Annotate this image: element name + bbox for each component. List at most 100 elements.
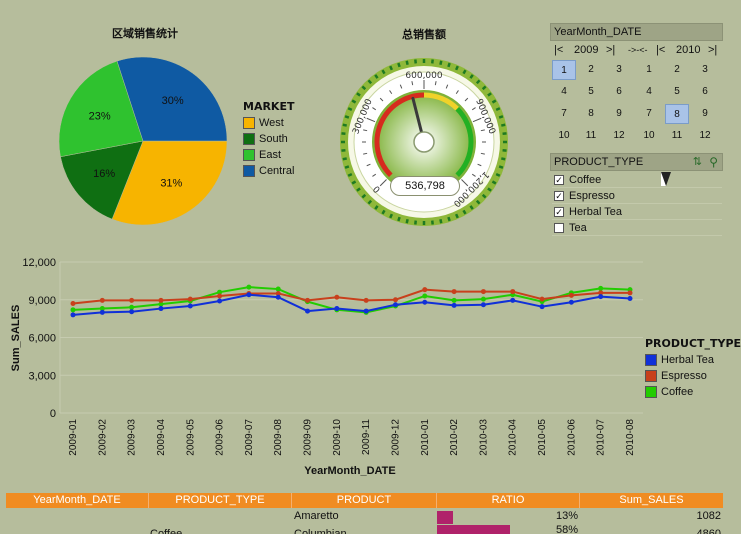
- product-type-item-tea[interactable]: Tea: [552, 221, 722, 236]
- gauge-tick: [379, 97, 384, 102]
- calendar-month-2010-10[interactable]: 10: [643, 130, 655, 141]
- gauge-tick: [477, 163, 482, 167]
- data-point-herbal-tea: [70, 312, 76, 318]
- gauge-bezel-dash: [356, 187, 361, 192]
- calendar-header: YearMonth_DATE: [550, 23, 723, 41]
- pie-label-west: 31%: [160, 178, 182, 190]
- pie-legend-item-south: South: [243, 131, 294, 147]
- checkbox-label: Tea: [569, 222, 587, 234]
- calendar-month-2009-7[interactable]: 7: [561, 108, 567, 119]
- calendar-month-2010-8[interactable]: 8: [665, 104, 689, 124]
- gauge-bezel-dash: [361, 193, 367, 199]
- sort-icon[interactable]: ⇅: [692, 156, 702, 168]
- table-row[interactable]: Coffee Columbian 58% 4860: [6, 524, 723, 534]
- checkbox[interactable]: [554, 223, 564, 233]
- calendar-month-2010-6[interactable]: 6: [702, 86, 708, 97]
- gauge-bezel-dash: [347, 107, 353, 112]
- calendar-month-2010-2[interactable]: 2: [674, 64, 680, 75]
- calendar-month-2009-6[interactable]: 6: [616, 86, 622, 97]
- calendar-month-2010-11[interactable]: 11: [671, 130, 683, 141]
- calendar-month-2009-8[interactable]: 8: [588, 108, 594, 119]
- calendar-month-2010-7[interactable]: 7: [646, 108, 652, 119]
- gauge-band-green: [455, 106, 474, 178]
- gauge-bezel-dash: [381, 209, 386, 215]
- data-point-coffee: [217, 289, 223, 295]
- checkbox[interactable]: ✓: [554, 191, 564, 201]
- gauge-title: 总销售额: [402, 28, 446, 41]
- calendar-month-2010-1[interactable]: 1: [646, 64, 652, 75]
- column-header-date[interactable]: YearMonth_DATE: [6, 493, 149, 508]
- calendar-month-2009-1[interactable]: 1: [552, 60, 576, 80]
- calendar-month-2009-11[interactable]: 11: [585, 130, 597, 141]
- gauge-bezel-dash: [481, 193, 487, 199]
- gauge-tick-label: 0: [372, 183, 383, 194]
- legend-swatch: [645, 370, 657, 382]
- y-tick-label: 0: [50, 408, 56, 420]
- last-year-button[interactable]: >|: [708, 44, 718, 56]
- product-type-item-espresso[interactable]: ✓ Espresso: [552, 189, 722, 204]
- x-tick-label: 2009-05: [185, 419, 196, 456]
- x-tick-label: 2009-11: [361, 419, 372, 455]
- column-header-product[interactable]: PRODUCT: [292, 493, 437, 508]
- data-point-coffee: [480, 296, 486, 302]
- gauge-bezel-dash: [481, 85, 487, 91]
- data-point-espresso: [334, 294, 340, 300]
- column-header-ratio[interactable]: RATIO: [437, 493, 580, 508]
- data-point-herbal-tea: [422, 299, 428, 305]
- x-tick-label: 2010-02: [449, 419, 460, 456]
- prev-year-button[interactable]: |<: [656, 44, 666, 56]
- data-point-espresso: [451, 289, 457, 295]
- first-year-button[interactable]: |<: [554, 44, 564, 56]
- legend-label: West: [259, 117, 284, 129]
- calendar-month-2009-2[interactable]: 2: [588, 64, 594, 75]
- gauge-bezel-dash: [475, 79, 481, 85]
- gauge-bezel-dash: [344, 165, 350, 169]
- calendar-month-2009-4[interactable]: 4: [561, 86, 567, 97]
- x-tick-label: 2010-03: [478, 419, 489, 456]
- gauge-tick: [389, 90, 393, 95]
- calendar-month-2009-10[interactable]: 10: [558, 130, 570, 141]
- gauge-bezel-dash: [367, 199, 373, 205]
- calendar-month-2009-3[interactable]: 3: [616, 64, 622, 75]
- data-point-espresso: [129, 297, 135, 303]
- gauge-bezel-dash: [389, 213, 394, 219]
- gauge-tick: [480, 152, 485, 155]
- x-tick-label: 2009-02: [97, 419, 108, 456]
- calendar-month-2010-9[interactable]: 9: [702, 108, 708, 119]
- calendar-month-2010-12[interactable]: 12: [699, 130, 711, 141]
- gauge-tick: [464, 97, 469, 102]
- calendar-month-2010-4[interactable]: 4: [646, 86, 652, 97]
- product-type-item-herbal-tea[interactable]: ✓ Herbal Tea: [552, 205, 722, 220]
- calendar-month-2009-9[interactable]: 9: [616, 108, 622, 119]
- table-row[interactable]: Amaretto 13% 1082: [6, 510, 723, 524]
- line-chart: 0 3,000 6,000 9,000 12,000 2009-01 2009-02 2009…: [10, 257, 643, 477]
- pie-slice-south: [60, 140, 144, 220]
- gauge-bezel-dash: [374, 205, 379, 210]
- data-point-herbal-tea: [627, 295, 633, 301]
- search-icon[interactable]: ⚲: [709, 155, 718, 169]
- data-point-espresso: [422, 287, 428, 293]
- calendar-month-2009-12[interactable]: 12: [613, 130, 625, 141]
- calendar-month-2009-5[interactable]: 5: [588, 86, 594, 97]
- data-point-coffee: [158, 301, 164, 307]
- calendar-month-2010-3[interactable]: 3: [702, 64, 708, 75]
- gauge-tick: [471, 173, 476, 177]
- data-point-herbal-tea: [246, 292, 252, 298]
- gauge-bezel-dash: [498, 165, 504, 169]
- gauge-tick: [363, 129, 368, 132]
- data-point-herbal-tea: [129, 309, 135, 315]
- data-point-herbal-tea: [598, 294, 604, 300]
- column-header-sales[interactable]: Sum_SALES: [619, 494, 684, 506]
- data-point-espresso: [99, 297, 105, 303]
- checkbox[interactable]: ✓: [554, 207, 564, 217]
- checkbox[interactable]: ✓: [554, 175, 564, 185]
- calendar-month-2010-5[interactable]: 5: [674, 86, 680, 97]
- data-point-espresso: [217, 293, 223, 299]
- x-tick-label: 2009-06: [215, 419, 226, 456]
- data-point-espresso: [275, 290, 281, 296]
- next-year-button[interactable]: >|: [606, 44, 616, 56]
- x-tick-label: 2009-07: [244, 419, 255, 456]
- pie-legend-title: MARKET: [243, 100, 295, 113]
- product-type-item-coffee[interactable]: ✓ Coffee: [552, 173, 722, 188]
- column-header-product-type[interactable]: PRODUCT_TYPE: [149, 493, 292, 508]
